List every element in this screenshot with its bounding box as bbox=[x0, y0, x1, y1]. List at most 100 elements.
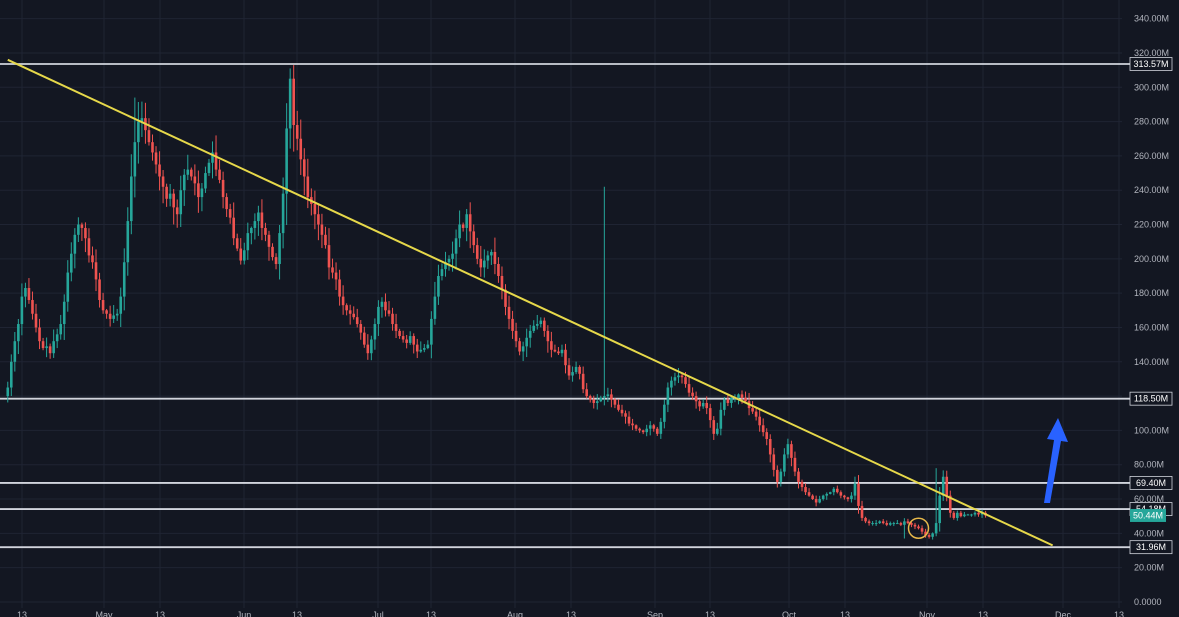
candle-body bbox=[317, 214, 320, 225]
candle-body bbox=[408, 336, 412, 343]
y-tick-label: 100.00M bbox=[1134, 425, 1169, 435]
candle-body bbox=[486, 255, 490, 261]
candle-body bbox=[871, 523, 874, 525]
candle-body bbox=[285, 128, 288, 194]
candle-body bbox=[299, 138, 303, 160]
candle-body bbox=[726, 399, 730, 403]
candle-body bbox=[641, 430, 645, 433]
candle-body bbox=[624, 413, 627, 417]
candle-body bbox=[77, 224, 80, 235]
candle-body bbox=[306, 176, 310, 198]
candle-body bbox=[814, 499, 818, 503]
y-tick-label: 20.00M bbox=[1134, 563, 1164, 573]
candle-body bbox=[405, 339, 408, 343]
candle-body bbox=[906, 521, 910, 524]
candle-body bbox=[292, 78, 295, 126]
candle-body bbox=[34, 313, 38, 328]
candle-body bbox=[881, 521, 885, 524]
candle-body bbox=[850, 495, 853, 500]
candle-body bbox=[324, 234, 327, 246]
candle-body bbox=[341, 296, 345, 306]
x-tick-label: Jun bbox=[237, 610, 252, 617]
candle-body bbox=[599, 397, 603, 402]
candle-body bbox=[913, 524, 917, 527]
descending-trendline bbox=[7, 58, 1054, 547]
candle-body bbox=[172, 193, 175, 208]
candle-body bbox=[945, 476, 949, 496]
y-tick-label: 160.00M bbox=[1134, 322, 1169, 332]
candle-body bbox=[20, 296, 24, 325]
candle-body bbox=[398, 330, 401, 337]
candle-body bbox=[17, 324, 20, 342]
candle-body bbox=[800, 481, 804, 488]
x-tick-label: 13 bbox=[705, 610, 715, 617]
candle-body bbox=[465, 214, 468, 228]
candle-body bbox=[55, 334, 59, 342]
candle-body bbox=[423, 348, 426, 350]
candle-body bbox=[525, 337, 528, 347]
candle-body bbox=[507, 306, 511, 319]
candle-body bbox=[952, 512, 956, 518]
candle-body bbox=[52, 341, 55, 354]
candle-body bbox=[511, 318, 514, 331]
candle-body bbox=[708, 408, 712, 421]
y-tick-label: 220.00M bbox=[1134, 220, 1169, 230]
candle-body bbox=[504, 289, 507, 307]
candle-body bbox=[253, 221, 257, 228]
candle-body bbox=[666, 387, 670, 405]
candle-body bbox=[479, 258, 483, 268]
candle-body bbox=[267, 234, 271, 247]
candle-body bbox=[228, 209, 232, 218]
candle-body bbox=[232, 217, 235, 239]
candle-body bbox=[197, 183, 200, 198]
candle-body bbox=[214, 152, 218, 170]
candle-body bbox=[193, 176, 197, 184]
candle-body bbox=[31, 300, 34, 314]
candle-body bbox=[490, 251, 493, 256]
y-tick-label: 240.00M bbox=[1134, 185, 1169, 195]
candle-body bbox=[362, 332, 366, 345]
annotations bbox=[907, 418, 1068, 539]
candle-body bbox=[970, 514, 973, 516]
candle-body bbox=[924, 531, 927, 536]
candle-body bbox=[592, 399, 596, 403]
candle-body bbox=[740, 394, 744, 398]
breakout-circle bbox=[907, 517, 930, 539]
candle-body bbox=[348, 310, 352, 314]
candle-body bbox=[811, 495, 814, 500]
candle-body bbox=[246, 233, 250, 251]
candle-body bbox=[327, 245, 331, 268]
candle-body bbox=[295, 125, 299, 139]
candle-body bbox=[133, 142, 137, 177]
candle-body bbox=[899, 523, 903, 525]
candle-body bbox=[652, 425, 656, 429]
candle-body bbox=[387, 310, 391, 314]
candle-body bbox=[677, 375, 680, 378]
candle-body bbox=[797, 471, 800, 482]
candle-body bbox=[288, 78, 292, 129]
candle-body bbox=[122, 262, 126, 297]
candle-body bbox=[931, 533, 934, 537]
x-axis: 13 May 13 Jun 13 Jul 13 Aug 13 Sep 13 Oct 13 Nov 13 Dec… bbox=[17, 610, 1124, 617]
candle-body bbox=[468, 214, 472, 232]
candle-body bbox=[108, 313, 112, 319]
level-label-box bbox=[1129, 57, 1173, 71]
horizontal-levels bbox=[0, 63, 1130, 549]
candle-body bbox=[963, 514, 966, 517]
candle-body bbox=[401, 336, 405, 340]
candle-body bbox=[959, 512, 963, 517]
candle-body bbox=[430, 318, 433, 345]
candle-body bbox=[786, 444, 790, 455]
candle-body bbox=[250, 227, 253, 234]
candle-body bbox=[631, 423, 634, 426]
trendline-layer bbox=[7, 58, 1054, 547]
candle-body bbox=[264, 227, 267, 235]
candle-body bbox=[366, 344, 370, 354]
candle-body bbox=[242, 250, 246, 261]
candle-body bbox=[137, 121, 140, 143]
candle-body bbox=[938, 495, 941, 524]
candle-body bbox=[860, 505, 864, 518]
candle-body bbox=[112, 315, 115, 319]
candle-body bbox=[546, 330, 550, 342]
